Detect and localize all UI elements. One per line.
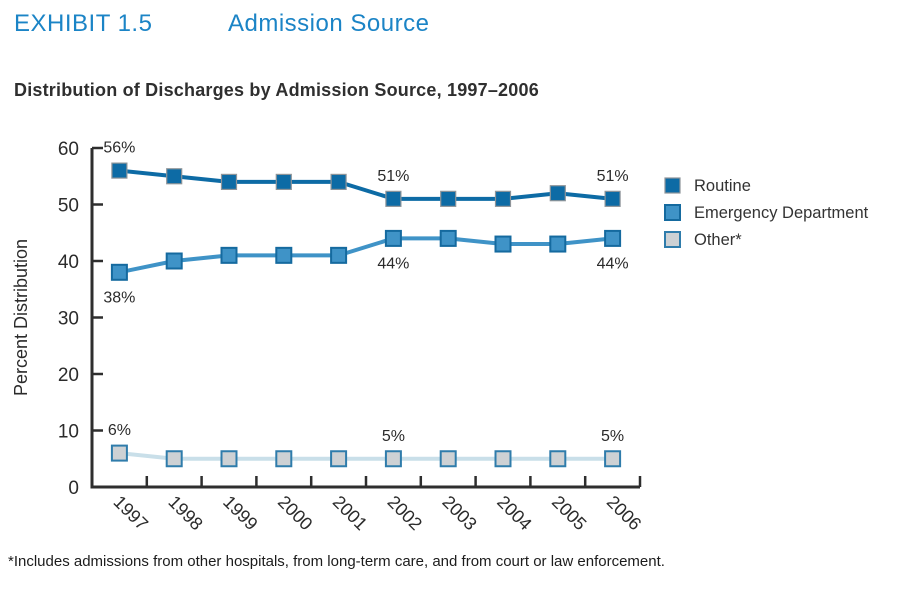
data-point-marker bbox=[330, 173, 347, 190]
data-point-label: 44% bbox=[377, 255, 409, 272]
x-axis-tick-label: 2001 bbox=[329, 492, 371, 534]
series-line-routine bbox=[119, 168, 613, 201]
data-point-marker bbox=[384, 450, 402, 468]
legend-swatch bbox=[664, 204, 681, 221]
chart-title: Distribution of Discharges by Admission … bbox=[14, 80, 539, 100]
data-point-marker bbox=[439, 229, 457, 247]
data-point-marker bbox=[111, 162, 128, 179]
data-point-marker bbox=[549, 235, 567, 253]
exhibit-label: EXHIBIT 1.5 bbox=[14, 10, 153, 37]
data-point-marker bbox=[275, 246, 293, 264]
footnote: *Includes admissions from other hospital… bbox=[8, 553, 665, 570]
x-axis-tick-label: 2000 bbox=[274, 492, 316, 534]
y-axis-tick-label: 50 bbox=[58, 196, 79, 217]
y-axis-tick-label: 0 bbox=[68, 478, 79, 499]
data-point-label: 51% bbox=[597, 168, 629, 185]
data-point-label: 38% bbox=[103, 289, 135, 306]
y-axis-tick-label: 40 bbox=[58, 252, 79, 273]
exhibit-title: Admission Source bbox=[228, 10, 430, 37]
x-axis-tick-label: 2005 bbox=[548, 492, 590, 534]
data-point-marker bbox=[385, 190, 402, 207]
data-point-label: 6% bbox=[108, 422, 131, 439]
data-point-marker bbox=[275, 450, 293, 468]
data-point-marker bbox=[604, 450, 622, 468]
series-line-other- bbox=[119, 451, 613, 461]
data-point-label: 56% bbox=[103, 140, 135, 157]
x-axis-tick-label: 1997 bbox=[110, 492, 152, 534]
data-point-marker bbox=[440, 190, 457, 207]
data-point-marker bbox=[494, 450, 512, 468]
data-point-marker bbox=[165, 450, 183, 468]
data-point-marker bbox=[549, 450, 567, 468]
data-point-marker bbox=[494, 235, 512, 253]
data-point-marker bbox=[110, 444, 128, 462]
data-point-marker bbox=[220, 173, 238, 190]
legend-label: Emergency Department bbox=[694, 204, 869, 222]
data-point-label: 5% bbox=[382, 428, 405, 445]
data-point-marker bbox=[275, 173, 292, 190]
data-point-marker bbox=[604, 190, 621, 207]
data-point-marker bbox=[166, 168, 183, 185]
data-point-marker bbox=[549, 185, 566, 202]
legend-swatch bbox=[664, 177, 681, 194]
data-point-marker bbox=[494, 190, 512, 207]
data-point-marker bbox=[165, 252, 183, 270]
data-point-marker bbox=[330, 246, 348, 264]
y-axis-tick-label: 20 bbox=[58, 365, 79, 386]
x-axis-tick-label: 2002 bbox=[384, 492, 426, 534]
data-point-label: 44% bbox=[597, 255, 629, 272]
series-line-emergency-department bbox=[118, 236, 613, 275]
y-axis-tick-label: 60 bbox=[58, 139, 79, 160]
data-point-marker bbox=[330, 450, 348, 468]
x-axis-tick-label: 1998 bbox=[164, 492, 206, 534]
data-point-label: 5% bbox=[601, 428, 624, 445]
legend-label: Routine bbox=[694, 177, 751, 195]
y-axis-tick-label: 10 bbox=[58, 422, 79, 443]
data-point-marker bbox=[604, 229, 622, 247]
data-point-marker bbox=[439, 450, 457, 468]
legend-label: Other* bbox=[694, 231, 742, 249]
x-axis-tick-label: 2003 bbox=[438, 492, 480, 534]
y-axis-title: Percent Distribution bbox=[11, 239, 31, 396]
data-point-marker bbox=[384, 229, 402, 247]
x-axis-tick-label: 1999 bbox=[219, 492, 261, 534]
data-point-marker bbox=[220, 450, 238, 468]
exhibit-header: EXHIBIT 1.5 Admission Source bbox=[14, 10, 429, 38]
x-axis-tick-label: 2006 bbox=[603, 492, 645, 534]
y-axis-tick-label: 30 bbox=[58, 309, 79, 330]
data-point-marker bbox=[220, 246, 238, 264]
x-axis-tick-label: 2004 bbox=[493, 492, 535, 534]
data-point-label: 51% bbox=[377, 168, 409, 185]
legend-swatch bbox=[664, 231, 681, 248]
data-point-marker bbox=[110, 263, 128, 281]
